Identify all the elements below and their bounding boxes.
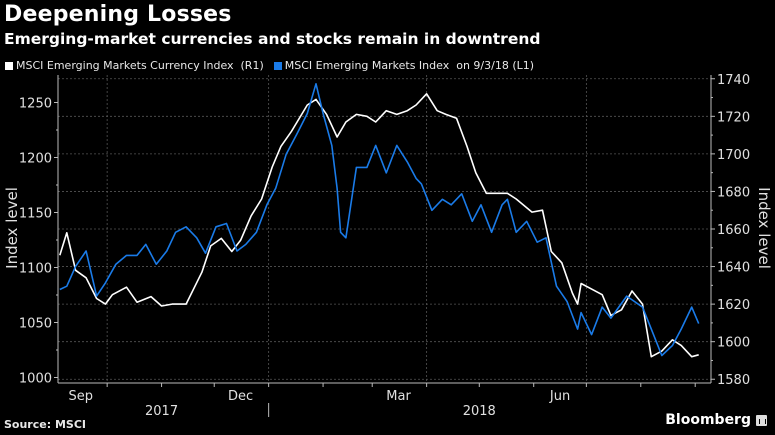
y-tick-label-left: 1100 [19,262,52,277]
y-tick-label-right: 1720 [717,110,750,125]
series-line-currency-index [59,93,699,358]
y-tick-label-right: 1580 [717,373,750,388]
legend-label-index: MSCI Emerging Markets Index on 9/3/18 (L… [284,59,535,72]
legend-swatch-blue [273,61,282,70]
x-tick-label: Sep [69,389,94,404]
series-line-em-index [59,83,700,357]
legend-item-index: MSCI Emerging Markets Index on 9/3/18 (L… [273,59,535,72]
y-tick-label-right: 1620 [717,298,750,313]
x-tick-label: Dec [228,389,253,404]
y-tick-label-right: 1660 [717,223,750,238]
bloomberg-chart-icon [756,414,767,426]
y-tick-label-left: 1000 [19,372,52,387]
y-tick-label-right: 1700 [717,148,750,163]
chart-subtitle: Emerging-market currencies and stocks re… [4,30,541,48]
legend-label-currency: MSCI Emerging Markets Currency Index (R1… [16,59,264,72]
y-axis-title-left: Index level [3,187,21,269]
source-note: Source: MSCI [4,418,86,431]
chart-title: Deepening Losses [4,2,232,27]
y-tick-label-left: 1250 [19,97,52,112]
x-year-label: 2017 [145,404,178,419]
y-axis-title-right: Index level [755,187,773,269]
y-tick-label-left: 1150 [19,207,52,222]
y-tick-label-right: 1640 [717,261,750,276]
brand-label: Bloomberg [665,412,751,428]
legend-swatch-white [5,61,13,70]
axes: 1000 1050 1100 1150 1200 1250 1580 1600 1620 1640… [19,73,750,419]
y-tick-label-right: 1680 [717,185,750,200]
x-year-label: 2018 [463,404,496,419]
gridlines [58,75,711,383]
series-group [59,83,700,358]
legend-item-currency: MSCI Emerging Markets Currency Index (R1… [5,59,264,72]
y-tick-label-right: 1740 [717,73,750,88]
legend: MSCI Emerging Markets Currency Index (R1… [5,59,544,72]
y-tick-label-left: 1050 [19,317,52,332]
x-tick-label: Mar [386,389,411,404]
bloomberg-brand: Bloomberg [665,412,767,428]
x-tick-label: Jun [549,389,570,404]
y-tick-label-left: 1200 [19,152,52,167]
y-tick-label-right: 1600 [717,336,750,351]
